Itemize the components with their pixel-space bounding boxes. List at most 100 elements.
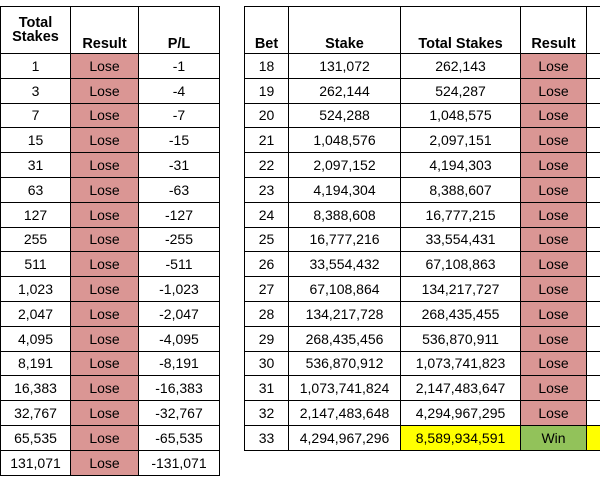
stake-cell: 1,073,741,824 [288, 375, 401, 402]
stake-cell: 536,870,912 [288, 350, 401, 377]
header-result: Result [70, 6, 139, 54]
cutoff-cell [586, 325, 600, 352]
result-cell: Lose [520, 127, 587, 154]
total-stakes-cell: 511 [0, 251, 71, 278]
result-cell: Lose [70, 300, 139, 327]
stake-cell: 4,194,304 [288, 176, 401, 203]
table-row: 8,191 Lose -8,191 [0, 350, 220, 377]
result-cell: Lose [70, 152, 139, 178]
result-cell: Lose [70, 449, 139, 476]
pl-cell: -31 [138, 152, 220, 178]
stake-cell: 67,108,864 [288, 276, 401, 302]
total-stakes-cell: 134,217,727 [400, 276, 521, 302]
total-stakes-cell: 524,287 [400, 77, 521, 104]
bet-number-cell: 19 [244, 77, 289, 104]
cutoff-cell [586, 53, 600, 79]
cutoff-cell [586, 176, 600, 203]
table-row: 7 Lose -7 [0, 102, 220, 129]
bet-number-cell: 26 [244, 251, 289, 278]
table-row: 24 8,388,608 16,777,215 Lose [244, 201, 600, 228]
bet-number-cell: 32 [244, 400, 289, 426]
stake-cell: 16,777,216 [288, 226, 401, 253]
result-cell: Lose [520, 400, 587, 426]
total-stakes-cell: 1,048,575 [400, 102, 521, 129]
total-stakes-cell: 127 [0, 201, 71, 228]
right-header-row: Bet Stake Total Stakes Result [244, 6, 600, 54]
table-row: 131,071 Lose -131,071 [0, 449, 220, 476]
cutoff-cell [586, 251, 600, 278]
table-row: 15 Lose -15 [0, 127, 220, 154]
table-row: 25 16,777,216 33,554,431 Lose [244, 226, 600, 253]
right-bets-table: Bet Stake Total Stakes Result 18 131,072 2… [244, 6, 600, 451]
result-cell: Lose [520, 152, 587, 178]
pl-cell: -131,071 [138, 449, 220, 476]
cutoff-cell [586, 152, 600, 178]
total-stakes-cell: 2,097,151 [400, 127, 521, 154]
pl-cell: -15 [138, 127, 220, 154]
cutoff-cell [586, 300, 600, 327]
table-row: 2,047 Lose -2,047 [0, 300, 220, 327]
bet-number-cell: 20 [244, 102, 289, 129]
cutoff-cell [586, 77, 600, 104]
result-cell: Lose [70, 102, 139, 129]
total-stakes-cell: 16,383 [0, 375, 71, 402]
cutoff-cell [586, 350, 600, 377]
pl-cell: -127 [138, 201, 220, 228]
cutoff-cell [586, 400, 600, 426]
result-cell: Lose [70, 251, 139, 278]
table-row: 33 4,294,967,296 8,589,934,591 Win [244, 424, 600, 451]
result-cell: Lose [70, 77, 139, 104]
total-stakes-cell: 255 [0, 226, 71, 253]
result-cell: Lose [520, 375, 587, 402]
header-total-stakes-right: Total Stakes [400, 6, 521, 54]
total-stakes-cell: 33,554,431 [400, 226, 521, 253]
bet-number-cell: 22 [244, 152, 289, 178]
result-cell: Lose [520, 251, 587, 278]
total-stakes-cell: 16,777,215 [400, 201, 521, 228]
left-table-body: 1 Lose -1 3 Lose -4 7 Lose -7 15 Lose -15 31 Lose -31 6… [0, 53, 220, 476]
table-row: 23 4,194,304 8,388,607 Lose [244, 176, 600, 203]
pl-cell: -4 [138, 77, 220, 104]
pl-cell: -63 [138, 176, 220, 203]
header-cutoff-cell [586, 6, 600, 54]
pl-cell: -1,023 [138, 276, 220, 302]
header-pl: P/L [138, 6, 220, 54]
total-stakes-cell: 536,870,911 [400, 325, 521, 352]
stake-cell: 134,217,728 [288, 300, 401, 327]
result-cell: Lose [520, 53, 587, 79]
result-cell: Lose [70, 176, 139, 203]
result-cell: Lose [70, 375, 139, 402]
total-stakes-cell: 32,767 [0, 400, 71, 426]
stake-cell: 2,147,483,648 [288, 400, 401, 426]
total-stakes-cell: 262,143 [400, 53, 521, 79]
table-row: 255 Lose -255 [0, 226, 220, 253]
bet-number-cell: 23 [244, 176, 289, 203]
bet-number-cell: 29 [244, 325, 289, 352]
total-stakes-cell: 4,194,303 [400, 152, 521, 178]
total-stakes-cell: 8,191 [0, 350, 71, 377]
bet-number-cell: 24 [244, 201, 289, 228]
table-row: 27 67,108,864 134,217,727 Lose [244, 276, 600, 302]
result-cell: Lose [70, 325, 139, 352]
header-stake: Stake [288, 6, 401, 54]
total-stakes-cell: 2,047 [0, 300, 71, 327]
total-stakes-cell: 65,535 [0, 424, 71, 451]
result-cell: Lose [520, 77, 587, 104]
total-stakes-cell: 8,589,934,591 [400, 424, 521, 451]
cutoff-cell [586, 201, 600, 228]
table-row: 28 134,217,728 268,435,455 Lose [244, 300, 600, 327]
table-row: 21 1,048,576 2,097,151 Lose [244, 127, 600, 154]
table-row: 65,535 Lose -65,535 [0, 424, 220, 451]
table-row: 18 131,072 262,143 Lose [244, 53, 600, 79]
table-row: 1 Lose -1 [0, 53, 220, 79]
pl-cell: -8,191 [138, 350, 220, 377]
result-cell: Win [520, 424, 587, 451]
cutoff-cell [586, 276, 600, 302]
cutoff-cell [586, 424, 600, 451]
header-result-right: Result [520, 6, 587, 54]
total-stakes-cell: 2,147,483,647 [400, 375, 521, 402]
total-stakes-cell: 1,073,741,823 [400, 350, 521, 377]
result-cell: Lose [520, 276, 587, 302]
result-cell: Lose [520, 325, 587, 352]
total-stakes-cell: 4,294,967,295 [400, 400, 521, 426]
